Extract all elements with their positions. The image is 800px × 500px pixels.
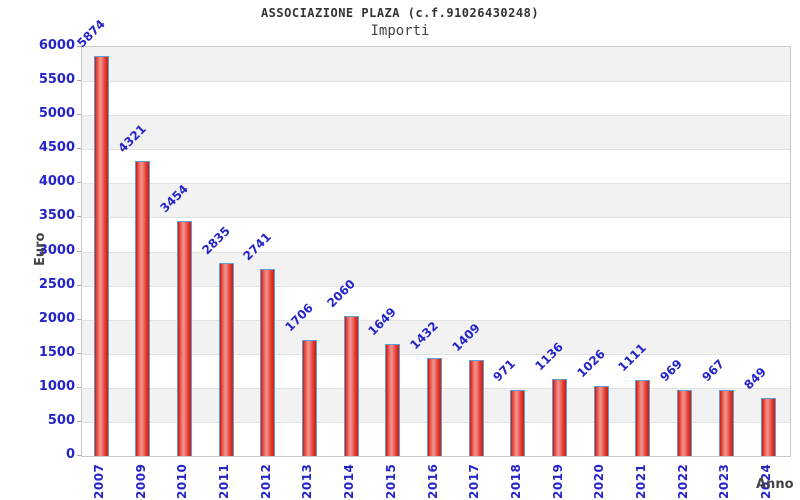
y-tick-mark xyxy=(77,182,81,184)
plot-band xyxy=(82,217,790,252)
x-tick-label: 2013 xyxy=(300,463,315,499)
x-tick-label: 2014 xyxy=(342,463,357,499)
plot-band xyxy=(82,251,790,286)
bar xyxy=(552,378,568,456)
y-tick-mark xyxy=(77,80,81,82)
plot-band xyxy=(82,115,790,150)
bar xyxy=(760,398,776,456)
y-tick-label: 2500 xyxy=(38,276,75,292)
x-tick-label: 2007 xyxy=(92,463,106,499)
x-tick-label: 2020 xyxy=(592,463,607,499)
y-tick-label: 2000 xyxy=(38,310,75,326)
y-tick-label: 1000 xyxy=(38,378,75,394)
y-tick-mark xyxy=(77,148,81,150)
bar xyxy=(593,386,609,456)
y-axis-title: Euro xyxy=(33,232,48,266)
x-tick-label: 2017 xyxy=(467,463,482,499)
x-tick-label: 2015 xyxy=(383,463,398,499)
plot-band xyxy=(82,47,790,82)
y-tick-label: 4000 xyxy=(38,174,75,190)
y-tick-mark xyxy=(77,318,81,320)
plot-band xyxy=(82,319,790,354)
y-tick-label: 5500 xyxy=(38,72,75,88)
y-tick-label: 0 xyxy=(65,447,75,462)
bar xyxy=(343,315,359,456)
y-tick-label: 5000 xyxy=(38,106,75,122)
y-tick-mark xyxy=(77,352,81,354)
y-tick-label: 3500 xyxy=(38,208,75,224)
y-tick-mark xyxy=(77,216,81,218)
bar xyxy=(135,161,151,456)
y-tick-label: 500 xyxy=(47,412,75,428)
bar xyxy=(427,358,442,456)
y-tick-mark xyxy=(77,455,81,456)
x-tick-label: 2023 xyxy=(717,463,732,499)
plot-band xyxy=(82,149,790,184)
bar xyxy=(718,390,734,456)
x-tick-label: 2016 xyxy=(425,463,440,499)
x-tick-label: 2011 xyxy=(217,463,232,499)
x-tick-label: 2022 xyxy=(675,463,690,499)
x-tick-label: 2021 xyxy=(633,463,648,499)
plot-band xyxy=(82,183,790,218)
bar xyxy=(301,339,317,456)
x-tick-label: 2018 xyxy=(508,463,523,499)
y-tick-mark xyxy=(77,420,81,422)
x-tick-label: 2010 xyxy=(175,463,190,499)
y-tick-mark xyxy=(77,284,81,286)
x-tick-label: 2012 xyxy=(258,463,273,499)
y-tick-mark xyxy=(77,250,81,252)
bar xyxy=(260,269,276,456)
y-tick-label: 3000 xyxy=(38,242,75,258)
bar xyxy=(93,55,109,456)
bar xyxy=(677,389,693,456)
bar xyxy=(385,343,401,456)
y-tick-label: 1500 xyxy=(38,344,75,360)
chart-subtitle: Importi xyxy=(370,23,430,39)
y-tick-label: 4500 xyxy=(38,140,75,156)
plot-band xyxy=(82,285,790,320)
bar xyxy=(176,220,192,456)
x-tick-label: 2019 xyxy=(550,463,565,499)
plot-band xyxy=(82,81,790,116)
y-tick-mark xyxy=(77,386,81,388)
bar xyxy=(635,380,651,456)
x-axis-title: Anno xyxy=(756,477,794,492)
y-tick-label: 6000 xyxy=(38,38,75,53)
y-tick-mark xyxy=(77,46,81,47)
y-tick-mark xyxy=(77,114,81,116)
x-tick-label: 2009 xyxy=(133,463,148,499)
chart-title: ASSOCIAZIONE PLAZA (c.f.91026430248) xyxy=(260,6,540,20)
plot-area xyxy=(81,46,791,457)
bar xyxy=(510,389,526,456)
bar xyxy=(218,262,234,456)
bar xyxy=(468,359,484,456)
